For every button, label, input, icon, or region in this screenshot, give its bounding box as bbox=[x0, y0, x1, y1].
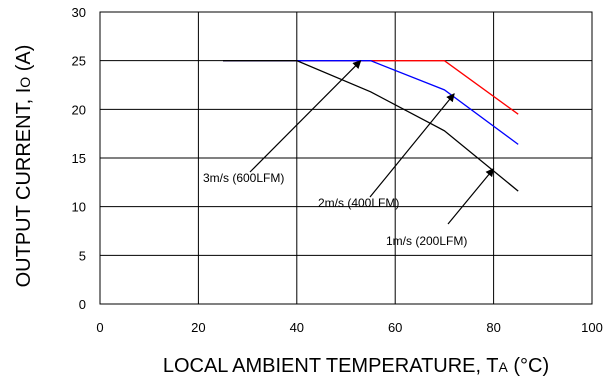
x-axis-ticks: 0 20 40 60 80 100 bbox=[96, 320, 602, 335]
y-axis-title-text: OUTPUT CURRENT, I bbox=[13, 88, 35, 288]
x-axis-title-text: LOCAL AMBIENT TEMPERATURE, T bbox=[163, 355, 499, 377]
x-tick-label: 80 bbox=[486, 320, 500, 335]
annotations: 3m/s (600LFM) 2m/s (400LFM) 1m/s (200LFM) bbox=[203, 60, 495, 248]
annotation-arrow bbox=[369, 93, 455, 198]
x-axis-title-subscript: A bbox=[498, 359, 508, 375]
annotation-arrow bbox=[249, 60, 362, 173]
y-tick-label: 5 bbox=[79, 248, 86, 263]
annotation-label: 1m/s (200LFM) bbox=[386, 234, 467, 248]
x-tick-label: 100 bbox=[581, 320, 603, 335]
y-tick-label: 30 bbox=[72, 5, 86, 20]
series-line bbox=[223, 60, 519, 192]
x-axis-title: LOCAL AMBIENT TEMPERATURE, TA (°C) bbox=[163, 355, 549, 377]
x-tick-label: 0 bbox=[96, 320, 103, 335]
y-axis-title: OUTPUT CURRENT, IO (A) bbox=[13, 45, 35, 288]
y-axis-title-unit: (A) bbox=[13, 45, 35, 77]
annotation-arrow bbox=[447, 168, 495, 225]
annotation-label: 2m/s (400LFM) bbox=[318, 196, 399, 210]
x-tick-label: 40 bbox=[290, 320, 304, 335]
y-tick-label: 20 bbox=[72, 102, 86, 117]
y-tick-label: 10 bbox=[72, 200, 86, 215]
y-axis-ticks: 0 5 10 15 20 25 30 bbox=[72, 5, 86, 312]
y-tick-label: 25 bbox=[72, 54, 86, 69]
x-tick-label: 60 bbox=[388, 320, 402, 335]
grid bbox=[99, 11, 593, 305]
annotation-label: 3m/s (600LFM) bbox=[203, 171, 284, 185]
y-axis-title-subscript: O bbox=[17, 77, 33, 88]
y-tick-label: 15 bbox=[72, 151, 86, 166]
x-tick-label: 20 bbox=[191, 320, 205, 335]
y-tick-label: 0 bbox=[79, 297, 86, 312]
series-layer bbox=[223, 60, 519, 192]
x-axis-title-unit: (°C) bbox=[508, 355, 549, 377]
